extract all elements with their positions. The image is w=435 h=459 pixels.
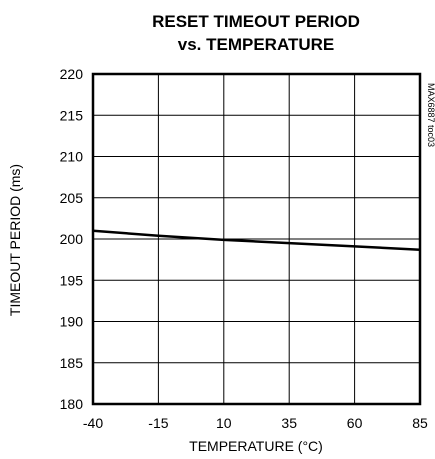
y-tick-label: 200: [60, 231, 84, 247]
series-group: [92, 229, 421, 251]
x-tick-label: 60: [347, 415, 363, 431]
y-tick-label: 195: [60, 272, 84, 288]
y-axis-label: TIMEOUT PERIOD (ms): [7, 164, 23, 316]
x-tick-label: 85: [412, 415, 428, 431]
y-tick-label: 180: [60, 396, 84, 412]
y-tick-label: 190: [60, 314, 84, 330]
series-line: [92, 229, 421, 251]
grid: [92, 73, 421, 405]
y-tick-label: 215: [60, 107, 84, 123]
x-tick-label: 35: [281, 415, 297, 431]
x-axis-label: TEMPERATURE (°C): [189, 438, 323, 454]
y-tick-label: 205: [60, 190, 84, 206]
x-tick-label: -15: [148, 415, 168, 431]
figure-code: MAX6887 toc03: [426, 83, 435, 147]
y-tick-labels: 180 185 190 195 200 205 210 215 220: [60, 66, 84, 412]
x-tick-label: 10: [216, 415, 232, 431]
x-tick-labels: -40 -15 10 35 60 85: [83, 415, 428, 431]
chart-title-line-1: RESET TIMEOUT PERIOD: [152, 12, 360, 31]
y-tick-label: 185: [60, 355, 84, 371]
y-tick-label: 220: [60, 66, 84, 82]
y-tick-label: 210: [60, 149, 84, 165]
x-tick-label: -40: [83, 415, 103, 431]
chart-title-line-2: vs. TEMPERATURE: [178, 35, 335, 54]
plot-frame: [91, 72, 422, 406]
